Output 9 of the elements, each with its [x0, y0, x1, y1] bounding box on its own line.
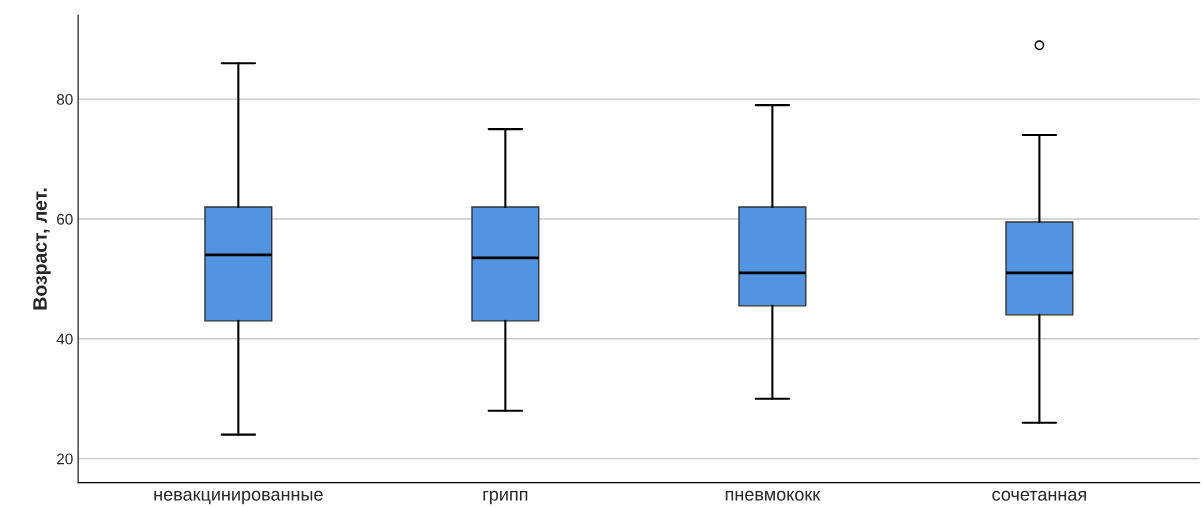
y-axis-title: Возраст, лет.: [33, 188, 51, 310]
x-tick-label: сочетанная: [992, 490, 1086, 501]
y-tick-label: 80: [56, 93, 73, 105]
x-tick-label: грипп: [483, 490, 528, 505]
y-tick-label: 40: [56, 333, 73, 345]
y-tick-label: 20: [57, 453, 73, 465]
x-tick-label: невакцинированные: [154, 490, 323, 505]
x-tick-label: пневмококк: [725, 490, 821, 501]
y-tick-label: 60: [57, 213, 73, 225]
